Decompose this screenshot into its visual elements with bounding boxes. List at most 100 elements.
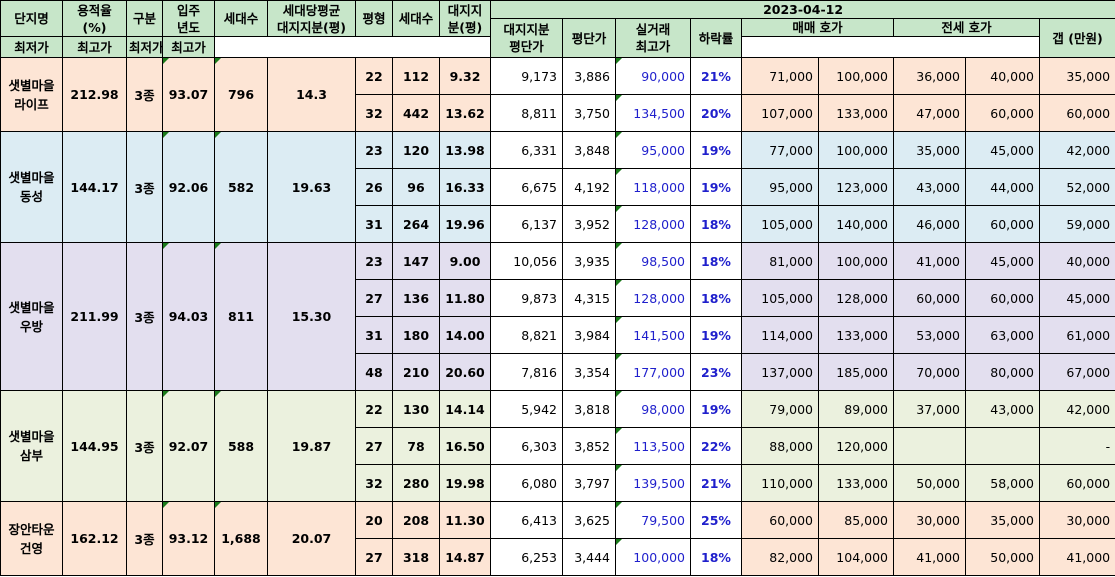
floor-area-ratio: 211.99 xyxy=(62,242,127,391)
complex-name: 샛별마을 동성 xyxy=(0,131,63,243)
jeonse-min-price xyxy=(893,427,966,465)
avg-land-share: 20.07 xyxy=(267,501,356,576)
sale-max-price: 185,000 xyxy=(818,353,894,391)
table-row: 31 264 19.96 6,137 3,952 128,000 18% 105,000 140… xyxy=(1,205,1115,243)
jeonse-min-price: 60,000 xyxy=(893,279,966,317)
complex-name: 샛별마을 라이프 xyxy=(0,57,63,132)
sale-min-price: 114,000 xyxy=(741,316,819,354)
unit-households: 280 xyxy=(392,464,440,502)
jeonse-min-price: 37,000 xyxy=(893,390,966,428)
sale-max-price: 104,000 xyxy=(818,538,894,576)
table-row: 샛별마을 동성 144.17 3종 92.06 582 19.63 23 120 13.98 6,3… xyxy=(0,131,1115,243)
drop-rate: 19% xyxy=(690,168,742,206)
price-per-py: 3,625 xyxy=(562,501,616,539)
sale-max-price: 128,000 xyxy=(818,279,894,317)
land-share: 20.60 xyxy=(439,353,491,391)
header-size: 평형 xyxy=(355,0,393,37)
price-per-py: 3,848 xyxy=(562,131,616,169)
unit-households: 112 xyxy=(392,57,440,95)
floor-area-ratio: 212.98 xyxy=(62,57,127,132)
land-share-price: 6,137 xyxy=(490,205,563,243)
land-share-price: 9,173 xyxy=(490,57,563,95)
header-land: 대지지 분(평) xyxy=(439,0,491,37)
jeonse-min-price: 47,000 xyxy=(893,94,966,132)
land-share: 16.33 xyxy=(439,168,491,206)
land-share-price: 6,331 xyxy=(490,131,563,169)
unit-households: 147 xyxy=(392,242,440,280)
header-py-price: 평단가 xyxy=(562,18,616,58)
price-per-py: 3,354 xyxy=(562,353,616,391)
drop-rate: 25% xyxy=(690,501,742,539)
header-year: 입주 년도 xyxy=(162,0,215,37)
price-per-py: 3,852 xyxy=(562,427,616,465)
drop-rate: 20% xyxy=(690,94,742,132)
drop-rate: 19% xyxy=(690,316,742,354)
header-jeonse: 전세 호가 xyxy=(893,18,1040,37)
jeonse-min-price: 41,000 xyxy=(893,242,966,280)
land-share-price: 5,942 xyxy=(490,390,563,428)
drop-rate: 23% xyxy=(690,353,742,391)
avg-land-share: 15.30 xyxy=(267,242,356,391)
complex-name: 샛별마을 우방 xyxy=(0,242,63,391)
header-trade-max: 실거래 최고가 xyxy=(615,18,691,58)
jeonse-min-price: 35,000 xyxy=(893,131,966,169)
total-households: 582 xyxy=(214,131,268,243)
trade-max-price: 141,500 xyxy=(615,316,691,354)
land-share-price: 6,413 xyxy=(490,501,563,539)
header-households-2: 세대수 xyxy=(392,0,440,37)
sale-min-price: 79,000 xyxy=(741,390,819,428)
zone-type: 3종 xyxy=(126,242,163,391)
jeonse-min-price: 43,000 xyxy=(893,168,966,206)
zone-type: 3종 xyxy=(126,57,163,132)
unit-size: 23 xyxy=(355,242,393,280)
trade-max-price: 134,500 xyxy=(615,94,691,132)
trade-max-price: 177,000 xyxy=(615,353,691,391)
move-in-year: 93.12 xyxy=(162,501,215,576)
land-share-price: 6,303 xyxy=(490,427,563,465)
unit-size: 26 xyxy=(355,168,393,206)
header-jeonse-max: 최고가 xyxy=(162,36,215,58)
sale-min-price: 81,000 xyxy=(741,242,819,280)
jeonse-max-price: 63,000 xyxy=(965,316,1040,354)
header-zone: 구분 xyxy=(126,0,163,37)
unit-households: 130 xyxy=(392,390,440,428)
unit-size: 31 xyxy=(355,316,393,354)
unit-households: 120 xyxy=(392,131,440,169)
avg-land-share: 14.3 xyxy=(267,57,356,132)
jeonse-min-price: 36,000 xyxy=(893,57,966,95)
jeonse-min-price: 70,000 xyxy=(893,353,966,391)
sale-max-price: 133,000 xyxy=(818,316,894,354)
unit-households: 210 xyxy=(392,353,440,391)
table-row: 샛별마을 라이프 212.98 3종 93.07 796 14.3 22 112 9.32 9,17… xyxy=(0,57,1115,132)
gap-amount: 30,000 xyxy=(1038,501,1115,539)
sale-max-price: 133,000 xyxy=(818,94,894,132)
table-row: 31 180 14.00 8,821 3,984 141,500 19% 114,000 133… xyxy=(1,316,1115,354)
price-per-py: 3,886 xyxy=(562,57,616,95)
move-in-year: 94.03 xyxy=(162,242,215,391)
table-row: 27 318 14.87 6,253 3,444 100,000 18% 82,000 104,… xyxy=(1,538,1115,576)
gap-amount: 40,000 xyxy=(1038,242,1115,280)
gap-amount: - xyxy=(1038,427,1115,465)
land-share: 16.50 xyxy=(439,427,491,465)
jeonse-max-price xyxy=(965,427,1040,465)
drop-rate: 18% xyxy=(690,279,742,317)
move-in-year: 92.06 xyxy=(162,131,215,243)
total-households: 796 xyxy=(214,57,268,132)
trade-max-price: 79,500 xyxy=(615,501,691,539)
trade-max-price: 98,000 xyxy=(615,390,691,428)
gap-amount: 61,000 xyxy=(1038,316,1115,354)
avg-land-share: 19.63 xyxy=(267,131,356,243)
gap-amount: 60,000 xyxy=(1038,464,1115,502)
sale-min-price: 110,000 xyxy=(741,464,819,502)
header-land-price: 대지지분 평단가 xyxy=(490,18,563,58)
jeonse-min-price: 50,000 xyxy=(893,464,966,502)
unit-size: 20 xyxy=(355,501,393,539)
complex-name: 장안타운 건영 xyxy=(0,501,63,576)
header-jeonse-min: 최저가 xyxy=(126,36,163,58)
unit-size: 31 xyxy=(355,205,393,243)
sale-min-price: 107,000 xyxy=(741,94,819,132)
jeonse-max-price: 60,000 xyxy=(965,205,1040,243)
unit-households: 78 xyxy=(392,427,440,465)
table-row: 32 280 19.98 6,080 3,797 139,500 21% 110,000 133… xyxy=(1,464,1115,502)
unit-size: 27 xyxy=(355,427,393,465)
